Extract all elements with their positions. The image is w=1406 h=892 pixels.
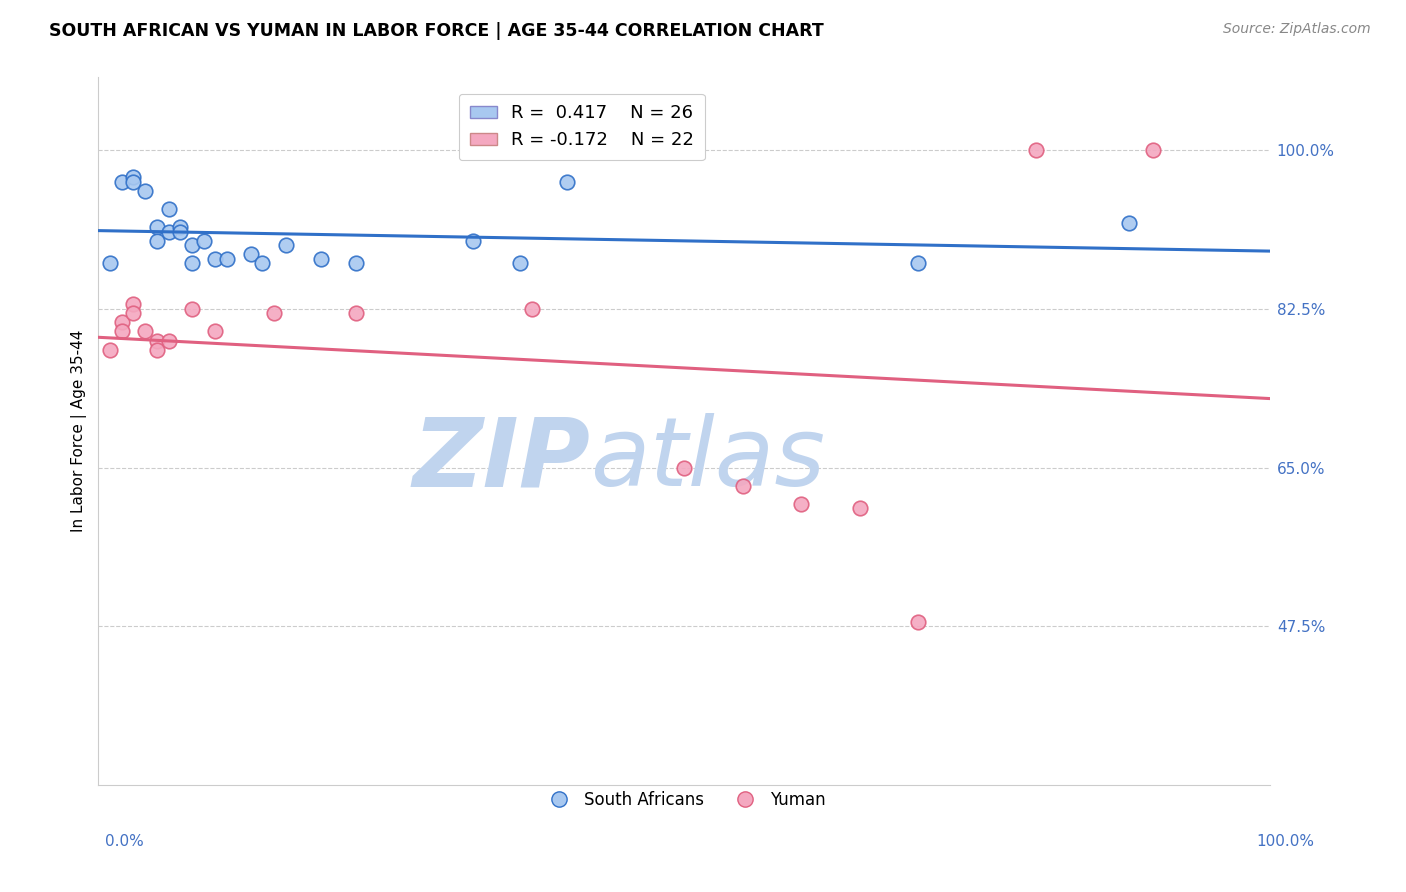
Point [239, 247, 262, 261]
Point [274, 238, 297, 252]
Point [157, 225, 180, 239]
Point [731, 479, 754, 493]
Point [181, 256, 204, 270]
Point [169, 225, 191, 239]
Text: Source: ZipAtlas.com: Source: ZipAtlas.com [1223, 22, 1371, 37]
Point [673, 460, 696, 475]
Point [111, 325, 134, 339]
Point [907, 615, 929, 629]
Point [193, 234, 215, 248]
Point [520, 301, 543, 316]
Point [157, 202, 180, 216]
Point [134, 325, 156, 339]
Point [98, 256, 121, 270]
Point [157, 334, 180, 348]
Y-axis label: In Labor Force | Age 35-44: In Labor Force | Age 35-44 [72, 330, 87, 533]
Point [122, 306, 145, 320]
Point [1142, 143, 1164, 157]
Point [169, 220, 191, 235]
Point [344, 306, 367, 320]
Point [1118, 216, 1140, 230]
Point [263, 306, 285, 320]
Point [146, 234, 169, 248]
Point [122, 297, 145, 311]
Text: atlas: atlas [591, 413, 825, 506]
Legend: South Africans, Yuman: South Africans, Yuman [536, 784, 832, 815]
Point [509, 256, 531, 270]
Text: ZIP: ZIP [412, 413, 591, 506]
Point [111, 315, 134, 329]
Point [344, 256, 367, 270]
Point [555, 175, 578, 189]
Point [790, 497, 813, 511]
Point [122, 170, 145, 185]
Point [111, 175, 134, 189]
Point [849, 501, 872, 516]
Point [181, 238, 204, 252]
Point [98, 343, 121, 357]
Point [146, 343, 169, 357]
Point [907, 256, 929, 270]
Point [217, 252, 239, 266]
Point [146, 220, 169, 235]
Point [204, 252, 226, 266]
Point [309, 252, 332, 266]
Point [146, 334, 169, 348]
Point [463, 234, 485, 248]
Point [122, 175, 145, 189]
Point [134, 184, 156, 198]
Point [181, 301, 204, 316]
Text: 100.0%: 100.0% [1257, 834, 1315, 849]
Point [204, 325, 226, 339]
Point [1025, 143, 1047, 157]
Text: SOUTH AFRICAN VS YUMAN IN LABOR FORCE | AGE 35-44 CORRELATION CHART: SOUTH AFRICAN VS YUMAN IN LABOR FORCE | … [49, 22, 824, 40]
Point [252, 256, 274, 270]
Text: 0.0%: 0.0% [105, 834, 145, 849]
